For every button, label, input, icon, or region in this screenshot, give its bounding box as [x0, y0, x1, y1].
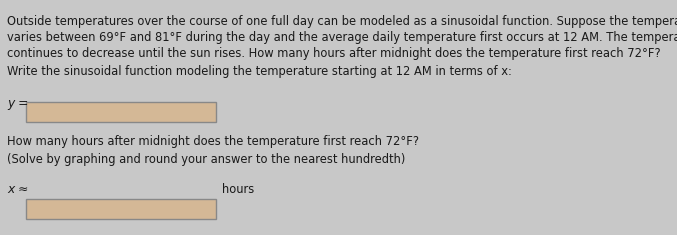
- Text: How many hours after midnight does the temperature first reach 72°F?: How many hours after midnight does the t…: [7, 135, 419, 148]
- Text: x ≈: x ≈: [7, 183, 28, 196]
- Text: hours: hours: [222, 183, 255, 196]
- Text: Outside temperatures over the course of one full day can be modeled as a sinusoi: Outside temperatures over the course of …: [7, 15, 677, 28]
- Text: (Solve by graphing and round your answer to the nearest hundredth): (Solve by graphing and round your answer…: [7, 153, 406, 166]
- Text: Write the sinusoidal function modeling the temperature starting at 12 AM in term: Write the sinusoidal function modeling t…: [7, 65, 512, 78]
- Text: varies between 69°F and 81°F during the day and the average daily temperature fi: varies between 69°F and 81°F during the …: [7, 31, 677, 44]
- Text: continues to decrease until the sun rises. How many hours after midnight does th: continues to decrease until the sun rise…: [7, 47, 661, 60]
- Bar: [26, 199, 216, 219]
- Bar: [26, 102, 216, 122]
- Text: y =: y =: [7, 97, 28, 110]
